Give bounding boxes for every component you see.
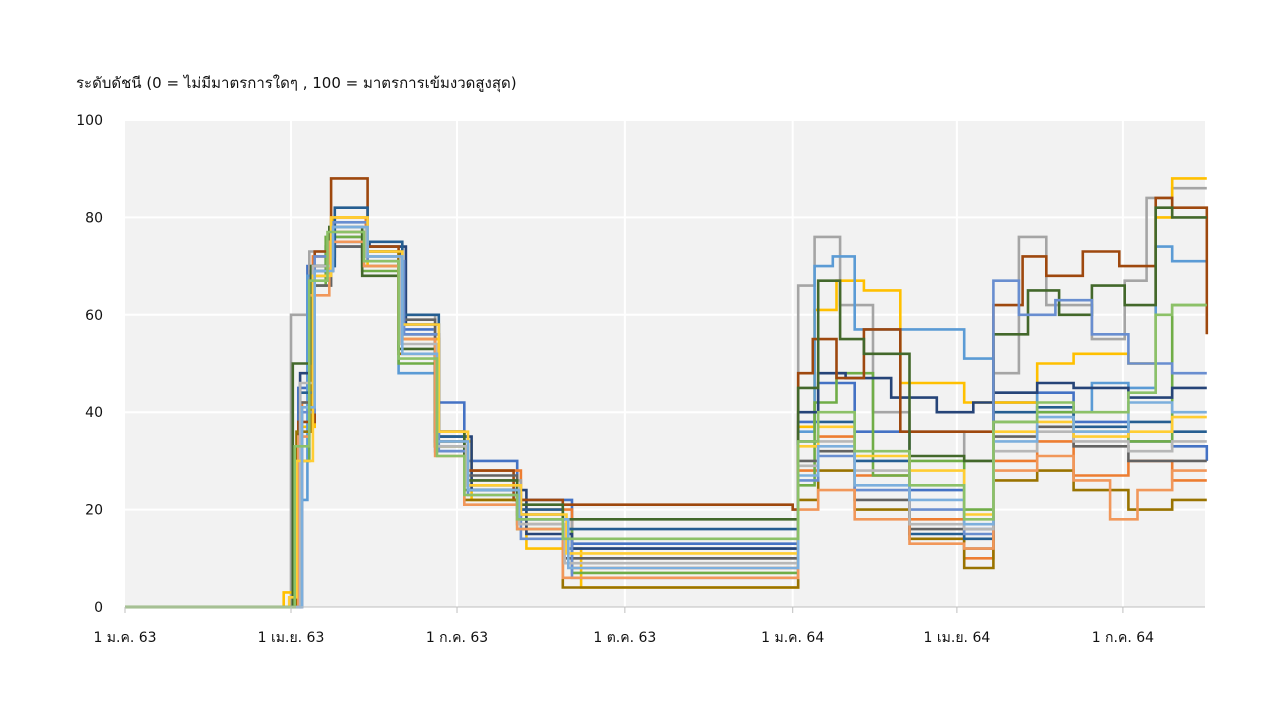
series-lines [125,177,1209,609]
y-tick-label-40: 40 [85,405,103,421]
axes: 0 20 40 60 80 100 1 ม.ค. 63 1 เม.ย. 63 1 ก.ค. 63… [76,113,1205,646]
x-tick-label-2: 1 ก.ค. 63 [426,630,488,646]
series-line-18 [125,230,1207,609]
y-tick-label-0: 0 [94,600,103,616]
y-tick-label-20: 20 [85,503,103,519]
x-tick-label-4: 1 ม.ค. 64 [761,630,824,646]
y-tick-label-60: 60 [85,308,103,324]
y-tick-label-80: 80 [85,210,103,226]
x-tick-label-0: 1 ม.ค. 63 [93,630,156,646]
x-tick-label-3: 1 ต.ค. 63 [593,630,656,646]
x-tick-label-6: 1 ก.ค. 64 [1092,630,1154,646]
x-tick-label-1: 1 เม.ย. 63 [258,630,325,646]
x-tick-label-5: 1 เม.ย. 64 [924,630,991,646]
chart-title: ระดับดัชนี (0 = ไม่มีมาตรการใดๆ , 100 = … [76,74,517,92]
series-line-8 [125,177,1209,609]
series-line-14 [125,240,1207,609]
y-tick-label-100: 100 [76,113,103,129]
